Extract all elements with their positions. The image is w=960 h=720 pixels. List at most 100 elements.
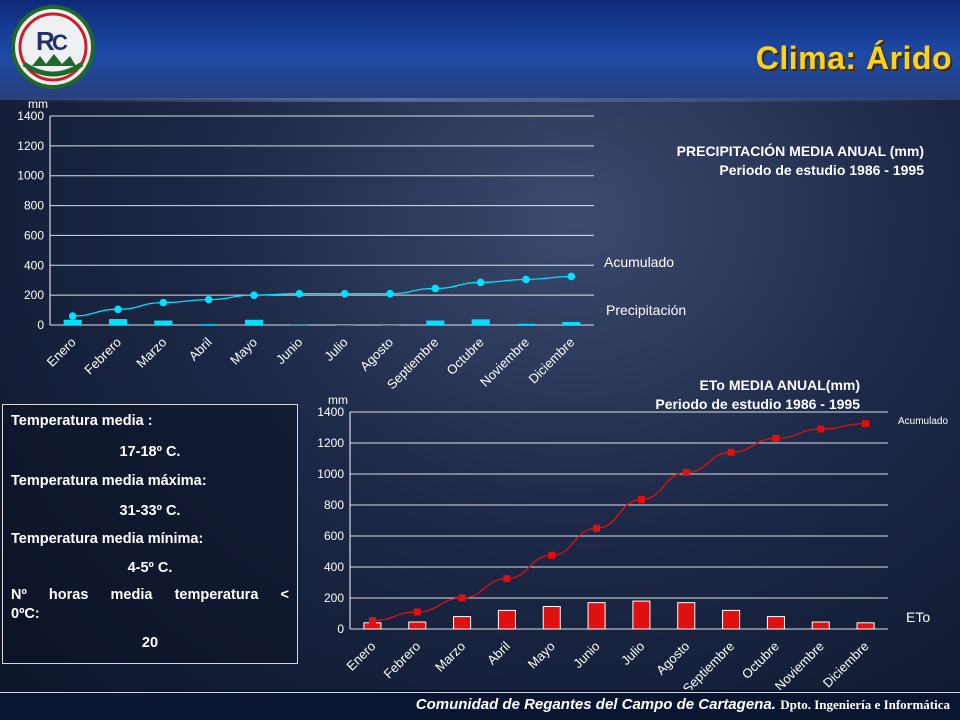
precip-cumulative-point <box>567 272 576 281</box>
eto-x-tick-label: Octubre <box>739 639 782 682</box>
precip-legend-precipitacion: Precipitación <box>606 302 687 318</box>
precip-cumulative-point <box>522 275 530 284</box>
precip-y-tick-label: 200 <box>24 288 44 302</box>
eto-cumulative-point <box>817 425 825 433</box>
temp-media-label: Temperatura media : <box>11 413 153 429</box>
svg-text:C: C <box>52 30 68 55</box>
eto-bar <box>856 622 875 630</box>
precip-cumulative-point <box>68 312 77 320</box>
precip-x-tick-label: Febrero <box>81 335 124 378</box>
precip-y-tick-label: 0 <box>37 318 44 332</box>
temp-hours-value: 20 <box>141 635 159 651</box>
precip-bar <box>562 322 581 325</box>
eto-cumulative-point <box>862 420 870 428</box>
eto-x-tick-label: Noviembre <box>772 639 827 692</box>
eto-bar <box>632 600 651 630</box>
precip-x-tick-label: Abril <box>186 334 215 363</box>
eto-y-tick-label: 0 <box>337 622 344 636</box>
precip-cumulative-point <box>386 289 394 298</box>
eto-y-tick-label: 1000 <box>317 467 344 481</box>
precip-legend-acumulado: Acumulado <box>604 254 675 270</box>
eto-subtitle: Periodo de estudio 1986 - 1995 <box>655 396 860 412</box>
eto-cumulative-point <box>682 468 690 476</box>
eto-bar <box>722 609 741 630</box>
eto-cumulative-point <box>458 594 466 602</box>
eto-x-tick-label: Marzo <box>432 639 468 675</box>
precip-y-axis-label: mm <box>28 97 48 111</box>
precip-bar <box>108 319 128 325</box>
eto-cumulative-point <box>413 608 421 616</box>
precip-bar <box>516 323 536 325</box>
precip-x-tick-label: Agosto <box>357 335 396 374</box>
precip-cumulative-point <box>340 289 349 298</box>
precip-bar <box>154 320 173 325</box>
eto-cumulative-point <box>503 575 511 583</box>
eto-legend-eto: ETo <box>906 609 931 625</box>
precip-x-tick-label: Noviembre <box>477 335 532 390</box>
eto-bar <box>453 616 472 630</box>
temp-hours-label-line1: Nº horas media temperatura < <box>11 587 289 603</box>
precip-x-tick-label: Mayo <box>227 335 260 368</box>
precip-bar <box>199 324 218 325</box>
precip-y-tick-label: 1200 <box>17 139 44 153</box>
temp-media-value: 17-18º C. <box>119 444 181 460</box>
svg-text:R: R <box>36 26 55 56</box>
precip-cumulative-point <box>295 289 304 298</box>
eto-x-tick-label: Abril <box>484 638 513 667</box>
eto-x-tick-label: Febrero <box>381 639 424 682</box>
precip-x-tick-label: Julio <box>321 335 351 365</box>
eto-chart-title: ETo MEDIA ANUAL(mm) Periodo de estudio 1… <box>655 376 860 414</box>
eto-x-tick-label: Julio <box>618 639 648 669</box>
precip-title: PRECIPITACIÓN MEDIA ANUAL (mm) <box>676 143 924 159</box>
eto-cumulative-point <box>593 524 601 532</box>
eto-cumulative-point <box>548 551 556 559</box>
eto-y-tick-label: 1400 <box>317 405 344 419</box>
precip-x-tick-label: Junio <box>273 335 306 368</box>
eto-x-tick-label: Mayo <box>525 639 558 672</box>
eto-y-axis-label: mm <box>328 396 348 407</box>
eto-bar <box>766 616 785 630</box>
precip-cumulative-point <box>250 291 258 299</box>
temp-min-value: 4-5º C. <box>127 560 173 576</box>
precip-subtitle: Periodo de estudio 1986 - 1995 <box>719 162 924 178</box>
precip-bar <box>471 319 490 325</box>
precip-y-tick-label: 600 <box>24 228 44 242</box>
precip-cumulative-line <box>72 275 572 317</box>
precip-y-tick-label: 1000 <box>17 169 44 183</box>
eto-x-tick-label: Enero <box>343 639 378 674</box>
precip-cumulative-point <box>114 305 122 314</box>
precip-y-tick-label: 400 <box>24 258 44 272</box>
eto-bar <box>677 602 696 630</box>
eto-cumulative-point <box>727 448 735 456</box>
eto-x-tick-label: Diciembre <box>820 639 872 691</box>
precip-x-tick-label: Marzo <box>133 335 169 371</box>
eto-cumulative-line <box>372 422 866 622</box>
temp-hours-label-line2: 0ºC: <box>11 606 40 622</box>
temp-max-value: 31-33º C. <box>119 503 181 519</box>
precip-bar <box>380 325 400 326</box>
precip-x-tick-label: Diciembre <box>525 335 577 387</box>
eto-bar <box>497 609 516 630</box>
eto-y-tick-label: 200 <box>324 591 344 605</box>
precip-cumulative-point <box>159 298 168 307</box>
temp-max-label: Temperatura media máxima: <box>11 473 207 489</box>
precip-x-tick-label: Enero <box>44 335 79 370</box>
precip-bar <box>63 319 82 325</box>
temperature-box: Temperatura media : 17-18º C. Temperatur… <box>2 404 298 664</box>
eto-y-tick-label: 1200 <box>317 436 344 450</box>
precip-bar <box>290 324 309 326</box>
precip-bar <box>244 319 264 325</box>
footer: Comunidad de Regantes del Campo de Carta… <box>0 690 960 720</box>
eto-y-tick-label: 800 <box>324 498 344 512</box>
temp-min-label: Temperatura media mínima: <box>11 531 204 547</box>
eto-bar <box>587 602 606 630</box>
eto-bar <box>408 621 427 630</box>
footer-text: Comunidad de Regantes del Campo de Carta… <box>416 696 950 714</box>
precip-x-tick-label: Octubre <box>443 335 486 378</box>
footer-divider <box>0 692 960 693</box>
eto-y-tick-label: 400 <box>324 560 344 574</box>
eto-y-tick-label: 600 <box>324 529 344 543</box>
eto-cumulative-point <box>368 616 376 624</box>
